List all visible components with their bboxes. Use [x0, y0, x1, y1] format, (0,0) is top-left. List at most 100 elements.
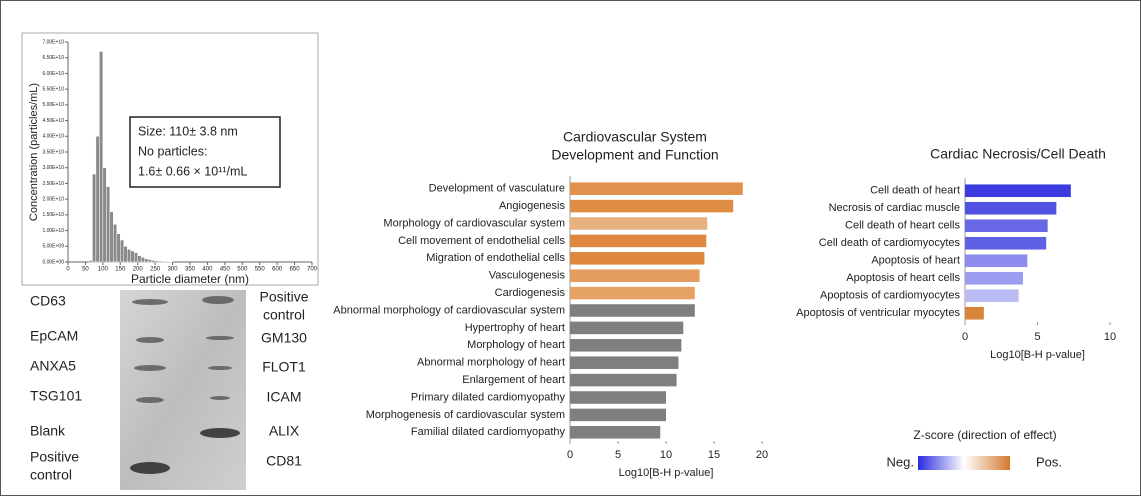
bar: [570, 252, 704, 265]
histogram-bar: [162, 261, 165, 262]
blot-label: ALIX: [269, 423, 300, 439]
x-axis-label: Log10[B-H p-value]: [619, 467, 714, 479]
x-tick-label: 600: [272, 267, 283, 273]
category-label: Necrosis of cardiac muscle: [829, 202, 960, 214]
y-tick-label: 2.50E+10: [42, 181, 64, 187]
bar: [965, 307, 984, 320]
x-tick-label: 0: [962, 331, 968, 343]
histogram-bar: [148, 259, 151, 262]
histogram-bar: [120, 240, 123, 262]
x-tick-label: 5: [1034, 331, 1040, 343]
x-axis-label: Particle diameter (nm): [131, 272, 249, 286]
histogram-bar: [99, 51, 102, 262]
colorbar-title: Z-score (direction of effect): [913, 428, 1056, 442]
histogram-bar: [131, 251, 134, 262]
bar: [965, 254, 1027, 267]
histogram-bar: [92, 174, 95, 262]
blot-label: ANXA5: [30, 358, 76, 374]
chart-title: Cardiac Necrosis/Cell Death: [930, 146, 1106, 162]
bar: [570, 322, 683, 335]
histogram-bar: [89, 260, 92, 262]
blot-label: CD81: [266, 453, 302, 469]
y-tick-label: 5.00E+09: [42, 244, 64, 250]
bar: [965, 272, 1023, 285]
histogram-bar: [159, 261, 162, 262]
y-tick-label: 6.50E+10: [42, 55, 64, 61]
blot-label: Blank: [30, 423, 66, 439]
blot-label: control: [263, 307, 305, 323]
category-label: Familial dilated cardiomyopathy: [411, 426, 566, 438]
histogram-bar: [155, 261, 158, 262]
x-axis-label: Log10[B-H p-value]: [990, 349, 1085, 361]
colorbar: [918, 456, 1010, 470]
x-tick-label: 50: [82, 267, 89, 273]
bar: [570, 182, 743, 195]
annotation: No particles:: [138, 144, 207, 158]
y-tick-label: 5.50E+10: [42, 86, 64, 92]
category-label: Morphogenesis of cardiovascular system: [366, 409, 565, 421]
category-label: Vasculogenesis: [489, 270, 566, 282]
histogram-bar: [152, 260, 155, 262]
category-label: Cardiogenesis: [495, 287, 566, 299]
bar: [570, 287, 695, 300]
x-tick-label: 5: [615, 449, 621, 461]
bar: [570, 269, 700, 282]
x-tick-label: 150: [115, 267, 126, 273]
category-label: Apoptosis of heart cells: [846, 272, 960, 284]
histogram-bar: [166, 261, 169, 262]
bar: [570, 200, 733, 213]
bar: [570, 217, 707, 230]
category-label: Cell movement of endothelial cells: [398, 235, 565, 247]
y-tick-label: 4.00E+10: [42, 134, 64, 140]
y-tick-label: 7.00E+10: [42, 39, 64, 45]
blot-image: [120, 290, 246, 490]
chart-title: Development and Function: [551, 147, 718, 163]
chart-title: Cardiovascular System: [563, 129, 707, 145]
bar: [570, 339, 681, 352]
y-tick-label: 1.00E+10: [42, 228, 64, 234]
histogram-bar: [117, 234, 120, 262]
category-label: Morphology of cardiovascular system: [383, 217, 565, 229]
blot-label: Positive: [259, 289, 308, 305]
category-label: Morphology of heart: [467, 339, 565, 351]
histogram-bar: [145, 259, 148, 262]
histogram-bar: [134, 253, 137, 262]
bar: [965, 237, 1046, 250]
blot-label: FLOT1: [262, 359, 306, 375]
y-tick-label: 3.00E+10: [42, 165, 64, 171]
y-axis-label: Concentration (particles/mL): [28, 83, 40, 221]
histogram-bar: [141, 257, 144, 262]
x-tick-label: 100: [98, 267, 109, 273]
bar: [965, 184, 1071, 197]
x-tick-label: 0: [567, 449, 573, 461]
x-tick-label: 650: [290, 267, 301, 273]
x-tick-label: 10: [1104, 331, 1116, 343]
category-label: Hypertrophy of heart: [465, 322, 565, 334]
y-tick-label: 2.00E+10: [42, 196, 64, 202]
bar: [570, 409, 666, 422]
category-label: Abnormal morphology of cardiovascular sy…: [333, 304, 565, 316]
y-tick-label: 4.50E+10: [42, 118, 64, 124]
bar: [965, 289, 1019, 302]
bar: [965, 202, 1056, 215]
x-tick-label: 550: [255, 267, 266, 273]
blot-label: EpCAM: [30, 328, 78, 344]
bar: [570, 235, 706, 248]
category-label: Angiogenesis: [499, 200, 566, 212]
histogram-bar: [106, 187, 109, 262]
category-label: Apoptosis of heart: [871, 255, 960, 267]
histogram-bar: [96, 136, 99, 262]
bar: [570, 426, 660, 439]
colorbar-high: Pos.: [1036, 454, 1062, 469]
bar: [570, 374, 677, 387]
histogram-bar: [127, 249, 130, 262]
category-label: Cell death of cardiomyocytes: [819, 237, 961, 249]
bar: [570, 304, 695, 317]
blot-label: control: [30, 467, 72, 483]
histogram-bar: [103, 168, 106, 262]
category-label: Apoptosis of cardiomyocytes: [820, 290, 961, 302]
annotation: 1.6± 0.66 × 10¹¹/mL: [138, 164, 247, 178]
x-tick-label: 20: [756, 449, 768, 461]
category-label: Cell death of heart cells: [845, 220, 960, 232]
x-tick-label: 15: [708, 449, 720, 461]
